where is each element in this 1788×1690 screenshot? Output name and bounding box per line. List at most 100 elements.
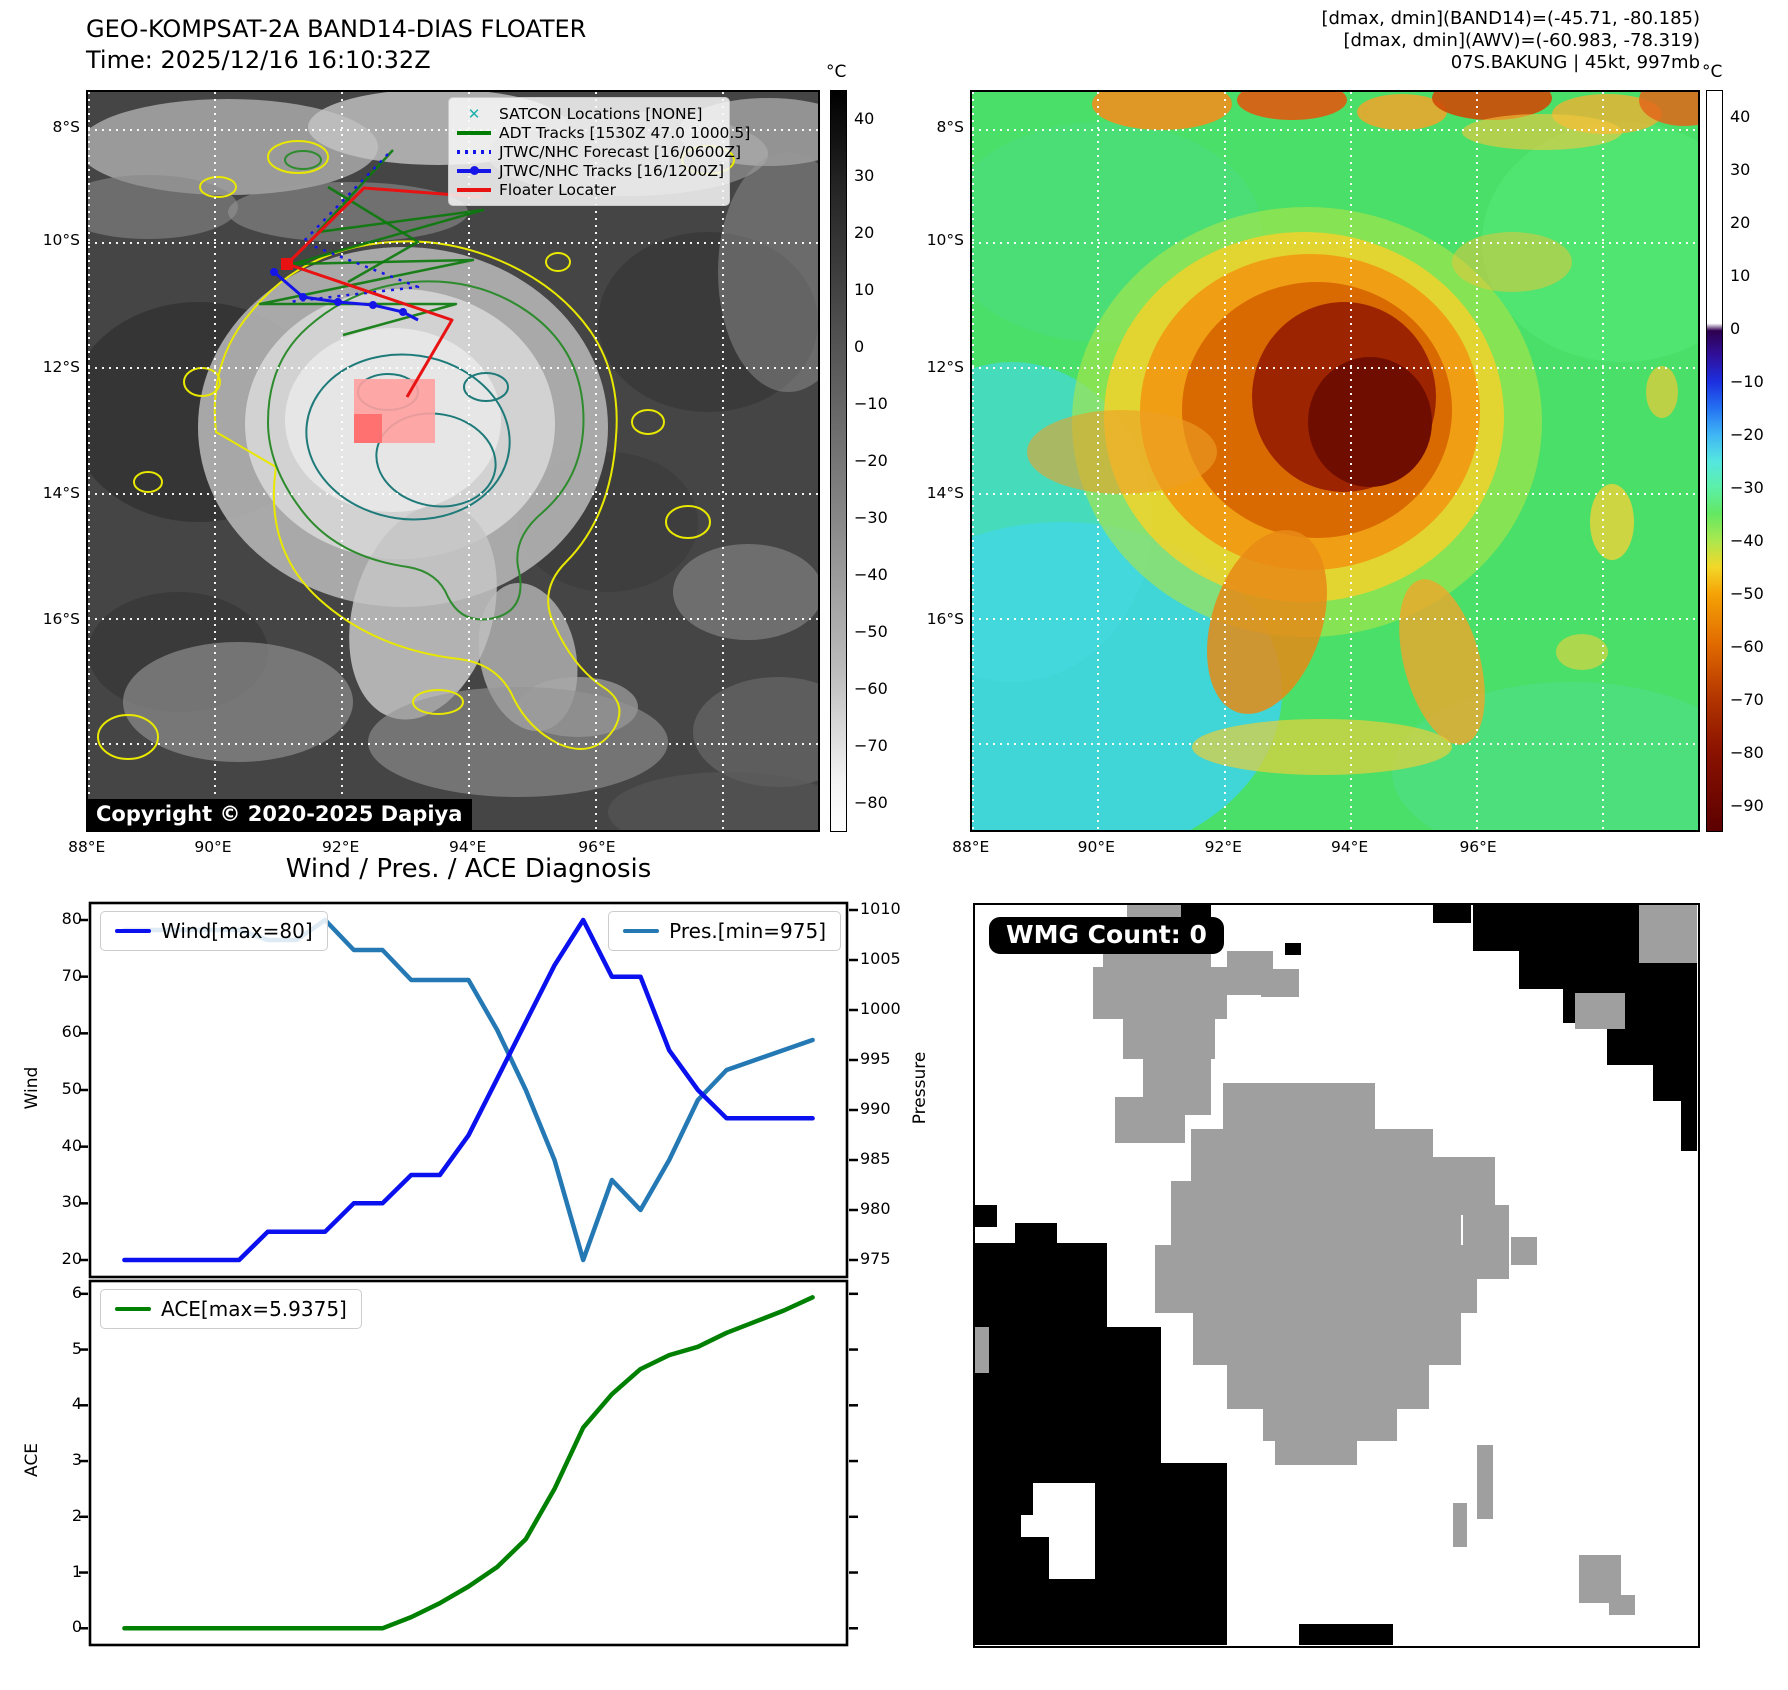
band14-minmax: [dmax, dmin](BAND14)=(-45.71, -80.185) <box>1321 8 1700 29</box>
lat-tick-label: 14°S <box>42 484 80 503</box>
colorbar-tick-label: −20 <box>1730 424 1764 444</box>
axis-tick-label: 3 <box>71 1450 82 1470</box>
lat-tick-label: 10°S <box>42 230 80 249</box>
colorbar-right <box>1706 90 1723 832</box>
wind-pressure-chart: Wind[max=80] Pres.[min=975] <box>79 901 858 1279</box>
colorbar-tick-label: −10 <box>1730 371 1764 391</box>
lon-axis-right-map: 88°E 90°E 92°E 94°E 96°E <box>952 838 1700 862</box>
legend-label: ADT Tracks [1530Z 47.0 1000.5] <box>499 123 751 142</box>
lat-tick-label: 16°S <box>42 609 80 628</box>
lat-axis-left-map: 8°S 10°S 12°S 14°S 16°S <box>0 90 80 832</box>
wind-pressure-plot-area <box>79 901 858 1279</box>
colorbar-tick-label: −40 <box>1730 530 1764 550</box>
axis-tick-label: 985 <box>860 1149 891 1168</box>
wind-line-icon <box>115 928 151 934</box>
colorbar-left-unit: °C <box>826 62 847 82</box>
legend-item-satcon: ✕ SATCON Locations [NONE] <box>457 104 721 123</box>
legend-item-adt: ADT Tracks [1530Z 47.0 1000.5] <box>457 123 750 142</box>
legend-label: Floater Locater <box>499 180 616 199</box>
lon-tick-label: 92°E <box>322 838 360 856</box>
pressure-axis-label: Pressure <box>910 1051 930 1125</box>
satellite-title: GEO-KOMPSAT-2A BAND14-DIAS FLOATER <box>86 15 587 43</box>
colorbar-tick-label: 20 <box>1730 212 1751 232</box>
legend-label: JTWC/NHC Tracks [16/1200Z] <box>499 161 725 180</box>
ir-grayscale-map: ✕ SATCON Locations [NONE] ADT Tracks [153… <box>86 90 820 832</box>
colorbar-tick-label: −60 <box>854 679 888 699</box>
wind-axis-label: Wind <box>22 1066 42 1110</box>
colorbar-tick-label: 0 <box>1730 318 1741 338</box>
axis-tick-label: 30 <box>61 1192 82 1212</box>
jtwc-track-points <box>270 268 407 316</box>
axis-tick-label: 1005 <box>860 949 901 968</box>
chart-title: Wind / Pres. / ACE Diagnosis <box>285 854 652 884</box>
axis-tick-label: 975 <box>860 1249 891 1268</box>
colorbar-tick-label: −80 <box>1730 742 1764 762</box>
latlon-grid <box>972 92 1698 830</box>
colorbar-tick-label: −60 <box>1730 636 1764 656</box>
lon-tick-label: 96°E <box>1459 838 1497 856</box>
lat-tick-label: 12°S <box>42 357 80 376</box>
axis-tick-label: 50 <box>61 1079 82 1098</box>
lat-tick-label: 8°S <box>52 117 80 136</box>
colorbar-tick-label: 30 <box>854 165 875 185</box>
legend-label: SATCON Locations [NONE] <box>499 104 703 123</box>
lat-tick-label: 8°S <box>936 117 964 136</box>
ace-axis-ticks: 0 1 2 3 4 5 6 <box>24 1281 82 1645</box>
forecast-dotted-icon <box>457 149 491 154</box>
axis-tick-label: 5 <box>71 1338 82 1358</box>
colorbar-tick-label: 0 <box>854 336 865 356</box>
copyright-badge: Copyright © 2020-2025 Dapiya <box>88 799 473 830</box>
pressure-legend-label: Pres.[min=975] <box>669 919 826 943</box>
track-linedot-icon <box>457 165 491 175</box>
satcon-x-icon: ✕ <box>467 104 481 123</box>
axis-tick-label: 2 <box>71 1505 82 1525</box>
ace-axis-label: ACE <box>22 1443 42 1477</box>
colorbar-tick-label: −40 <box>854 565 888 585</box>
ace-plot-area <box>79 1279 858 1647</box>
axis-tick-label: 40 <box>61 1135 82 1155</box>
floater-position-marker <box>281 258 293 270</box>
lat-tick-label: 12°S <box>926 357 964 376</box>
lon-tick-label: 90°E <box>1077 838 1115 856</box>
colorbar-tick-label: −50 <box>1730 583 1764 603</box>
lon-tick-label: 88°E <box>68 838 106 856</box>
axis-tick-label: 60 <box>61 1022 82 1042</box>
legend-item-tracks: JTWC/NHC Tracks [16/1200Z] <box>457 161 725 180</box>
axis-tick-label: 995 <box>860 1049 891 1068</box>
colorbar-tick-label: −80 <box>854 793 888 813</box>
wmg-mask-panel: WMG Count: 0 <box>973 903 1700 1648</box>
colorbar-tick-label: −70 <box>854 736 888 756</box>
axis-tick-label: 6 <box>71 1282 82 1302</box>
legend-item-forecast: JTWC/NHC Forecast [16/0600Z] <box>457 142 741 161</box>
axis-tick-label: 1 <box>71 1561 82 1581</box>
colorbar-tick-label: −30 <box>1730 477 1764 497</box>
lon-axis-left-map: 88°E 90°E 92°E 94°E 96°E <box>68 838 820 862</box>
left-header: GEO-KOMPSAT-2A BAND14-DIAS FLOATER Time:… <box>86 14 586 76</box>
colorbar-tick-label: 40 <box>854 108 875 128</box>
axis-tick-label: 20 <box>61 1249 82 1268</box>
wmg-count-badge: WMG Count: 0 <box>989 917 1224 954</box>
wind-legend: Wind[max=80] <box>100 911 328 951</box>
axis-tick-label: 0 <box>71 1617 82 1637</box>
axis-tick-label: 1010 <box>860 899 901 918</box>
colorbar-tick-label: −20 <box>854 451 888 470</box>
lon-tick-label: 90°E <box>194 838 232 856</box>
axis-tick-label: 80 <box>61 909 82 928</box>
ace-legend-label: ACE[max=5.9375] <box>161 1297 347 1321</box>
colorbar-right-unit: °C <box>1702 62 1723 82</box>
colorbar-tick-label: −30 <box>854 508 888 528</box>
lat-axis-right-map: 8°S 10°S 12°S 14°S 16°S <box>890 90 964 832</box>
colorbar-tick-label: −70 <box>1730 689 1764 709</box>
lon-tick-label: 94°E <box>1330 838 1369 856</box>
axis-tick-label: 980 <box>860 1199 891 1218</box>
lat-tick-label: 16°S <box>926 609 964 628</box>
axis-tick-label: 70 <box>61 965 82 985</box>
legend-label: JTWC/NHC Forecast [16/0600Z] <box>499 142 742 161</box>
ace-legend: ACE[max=5.9375] <box>100 1289 362 1329</box>
wind-axis-ticks: 20 30 40 50 60 70 80 <box>24 903 82 1277</box>
lat-tick-label: 14°S <box>926 484 964 503</box>
colorbar-left <box>830 90 847 832</box>
pressure-line-icon <box>623 928 660 934</box>
colorbar-tick-label: −90 <box>1730 795 1764 815</box>
ir-enhanced-map <box>970 90 1700 832</box>
